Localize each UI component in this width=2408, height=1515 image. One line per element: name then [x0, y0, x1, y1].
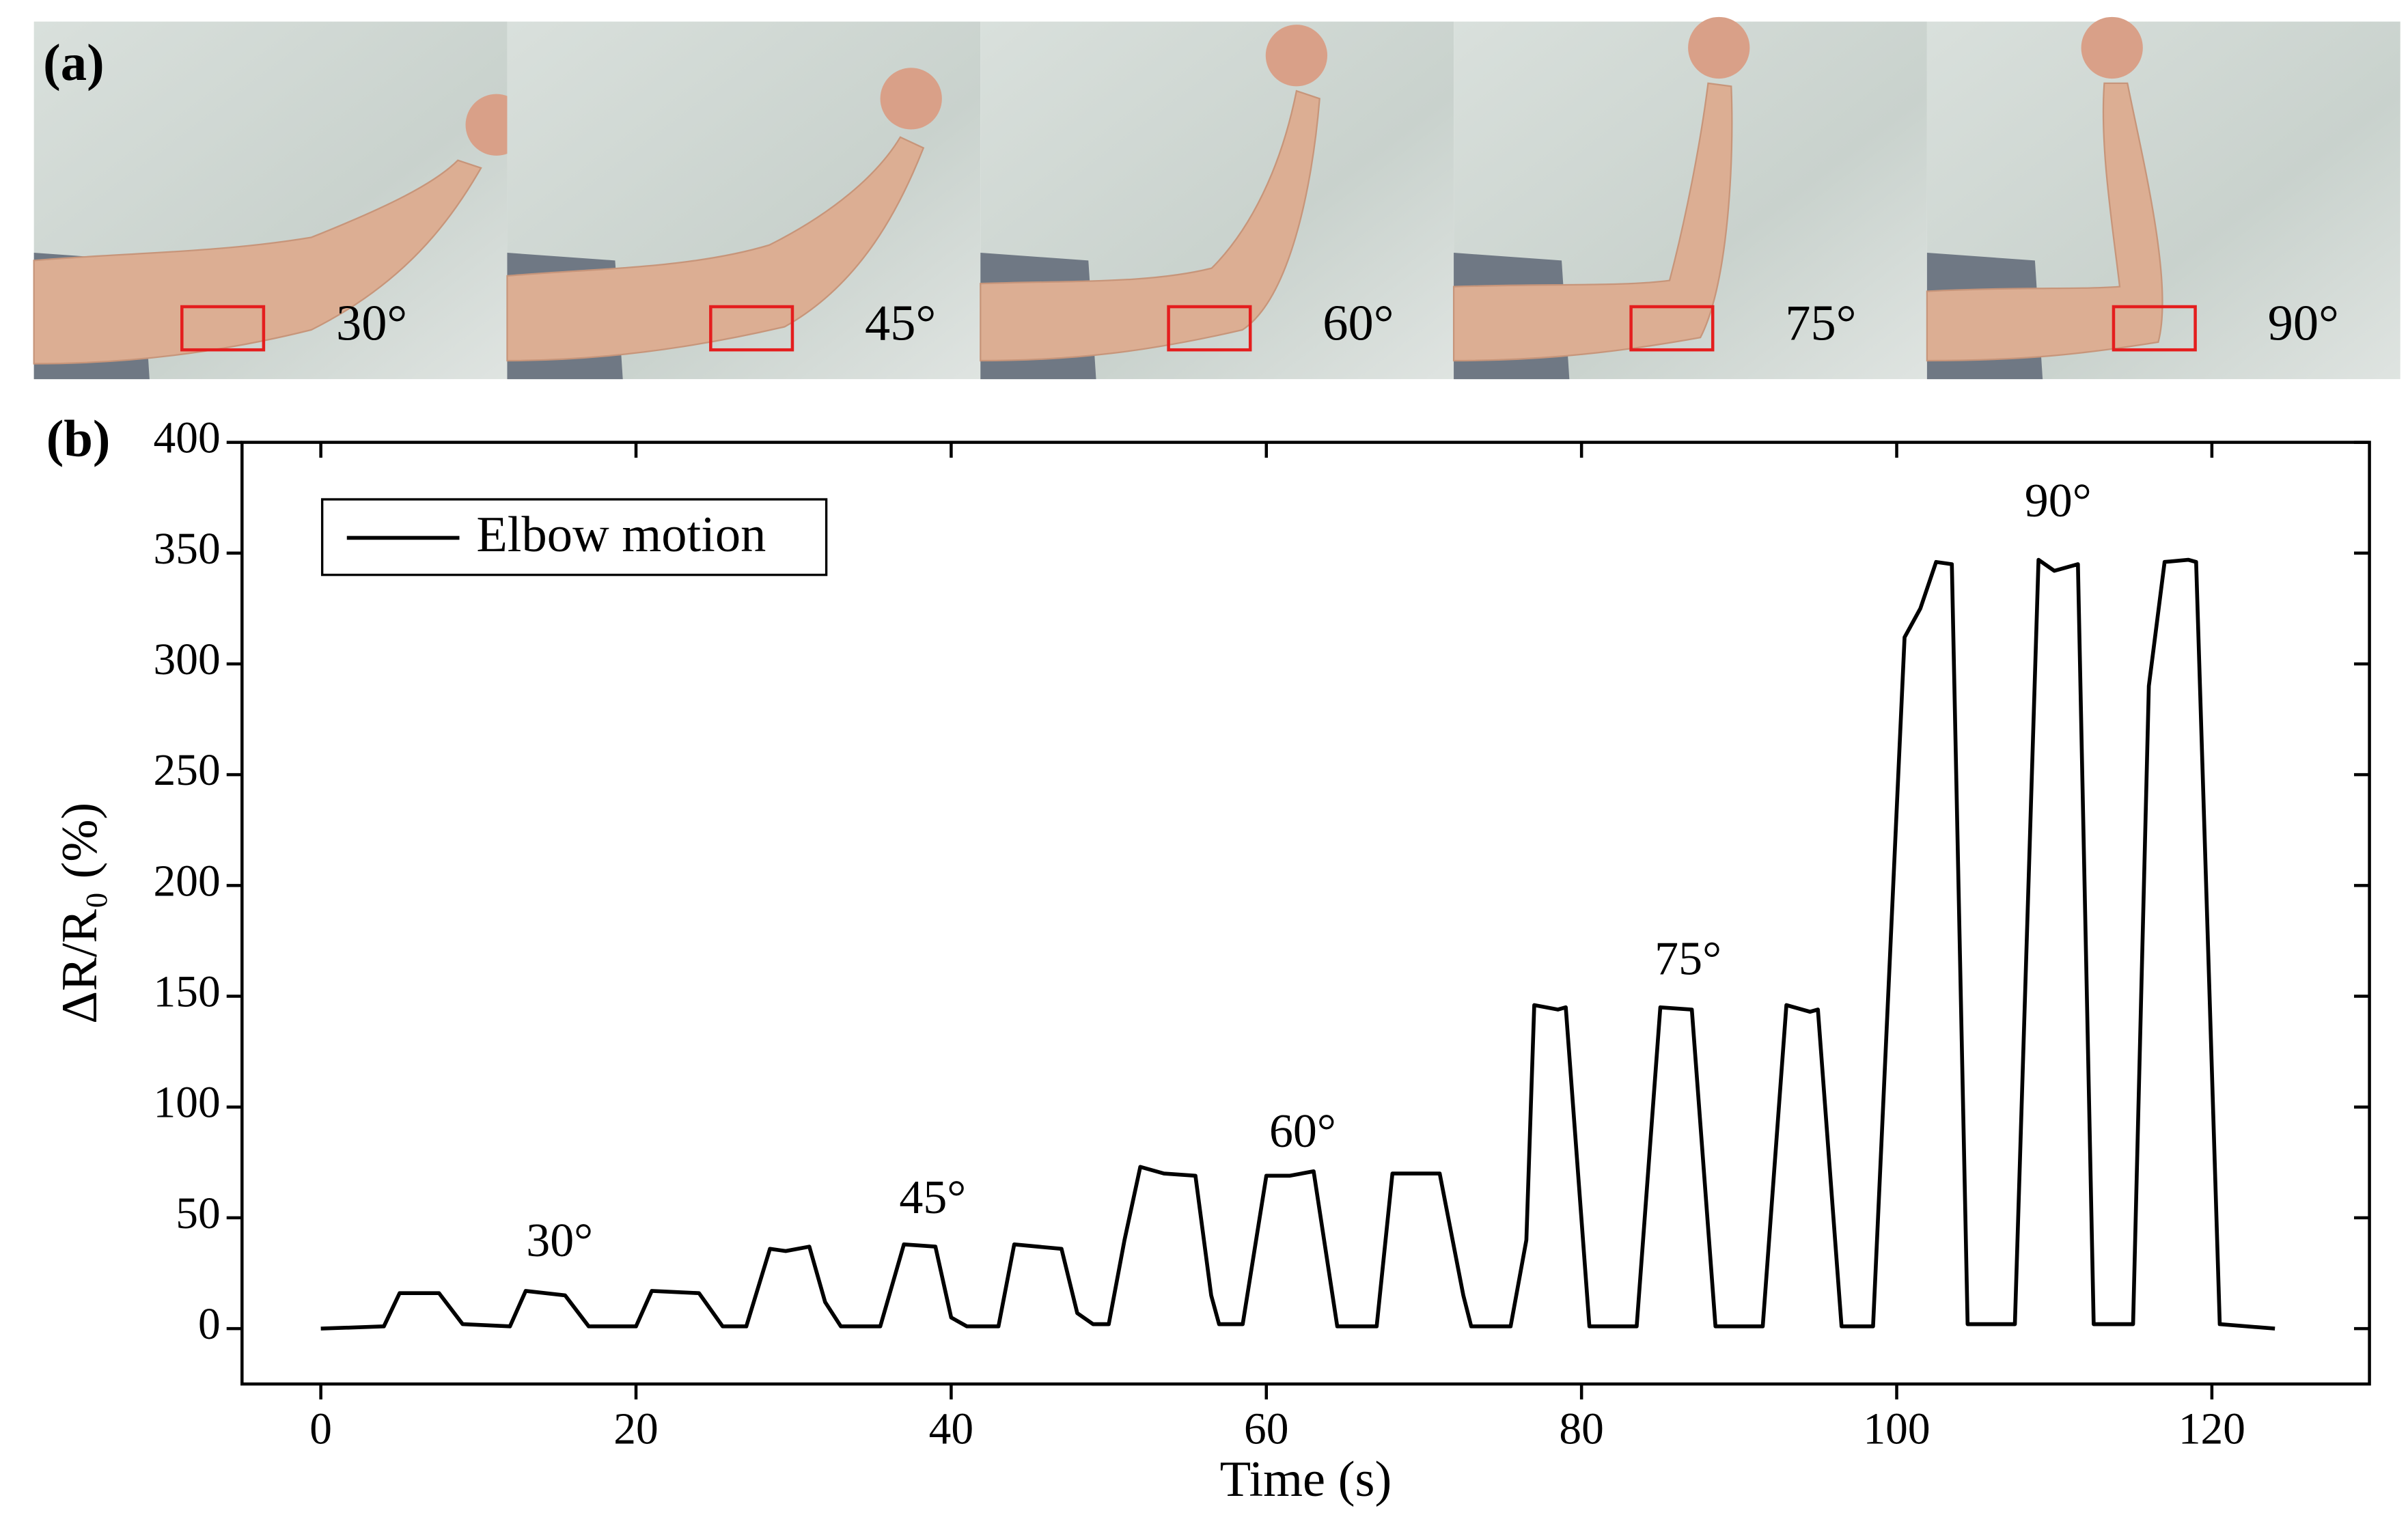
fist: [880, 68, 942, 130]
x-tick-label: 40: [929, 1404, 973, 1454]
annotation: 75°: [1655, 932, 1721, 985]
y-tick-label: 0: [198, 1300, 221, 1349]
y-tick-label: 300: [154, 635, 221, 684]
photo: 60°: [980, 21, 1454, 380]
photo: 75°: [1452, 16, 1927, 380]
y-tick-label: 400: [154, 414, 221, 463]
photo: 45°: [506, 21, 981, 380]
x-tick-label: 60: [1244, 1404, 1288, 1454]
sensor-box: [2112, 305, 2197, 352]
fist: [1265, 25, 1328, 87]
angle-label: 75°: [1785, 296, 1856, 352]
annotation: 60°: [1269, 1105, 1336, 1158]
arm: [1926, 82, 2163, 362]
data-line: [320, 557, 2275, 1331]
annotation: 30°: [526, 1214, 593, 1267]
annotation: 90°: [2025, 475, 2092, 527]
fist: [2081, 16, 2143, 79]
sensor-box: [180, 305, 266, 352]
photo: 90°: [1926, 16, 2400, 380]
legend-label: Elbow motion: [476, 507, 766, 563]
annotation: 45°: [899, 1171, 966, 1224]
fist: [1688, 16, 1750, 79]
sensor-box: [1629, 305, 1715, 352]
arm: [33, 159, 482, 365]
arm: [1452, 82, 1733, 362]
arm: [506, 136, 925, 362]
angle-label: 60°: [1323, 296, 1394, 352]
y-tick-label: 50: [176, 1189, 220, 1238]
angle-label: 30°: [336, 296, 407, 352]
plot-frame: [240, 441, 2371, 1386]
sensor-box: [1167, 305, 1252, 352]
x-tick-label: 100: [1863, 1404, 1930, 1454]
photo-strip: 30° 45° 60° 75° 90°: [33, 16, 2400, 380]
chart: 0 50 100 150 200 250 300 350 400 0 20 40 60 80 100 120 T…: [52, 414, 2371, 1507]
y-tick-label: 350: [154, 525, 221, 574]
x-tick-label: 20: [613, 1404, 658, 1454]
arm: [980, 89, 1320, 362]
x-axis-label: Time (s): [1220, 1451, 1392, 1507]
y-tick-label: 150: [154, 968, 221, 1017]
panel-label: (a): [43, 33, 104, 92]
panel-label: (b): [46, 409, 111, 467]
y-tick-label: 200: [154, 857, 221, 906]
x-tick-label: 120: [2178, 1404, 2245, 1454]
y-tick-label: 100: [154, 1079, 221, 1128]
x-tick-label: 80: [1559, 1404, 1603, 1454]
y-axis-label: ΔR/R₀ (%): [52, 803, 108, 1024]
y-tick-label: 250: [154, 746, 221, 795]
photo: 30°: [33, 21, 527, 380]
sensor-box: [709, 305, 794, 352]
angle-label: 90°: [2268, 296, 2339, 352]
angle-label: 45°: [865, 296, 936, 352]
x-tick-label: 0: [309, 1404, 332, 1454]
